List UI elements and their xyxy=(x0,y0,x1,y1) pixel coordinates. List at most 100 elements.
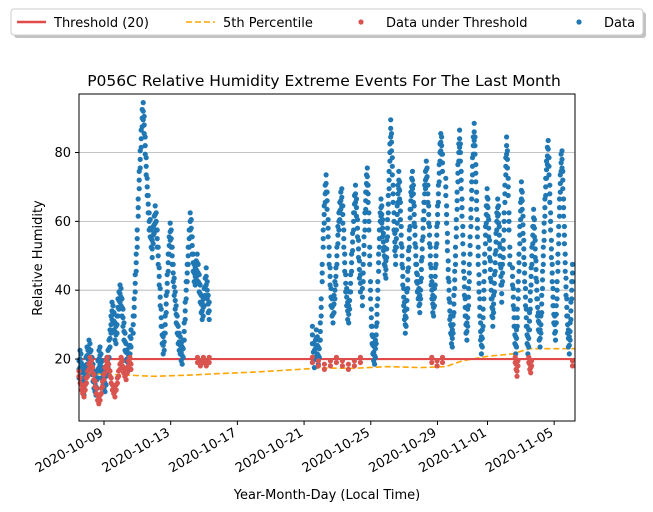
under-threshold-point xyxy=(112,394,118,400)
data-point xyxy=(131,313,137,319)
data-point xyxy=(398,232,404,238)
under-threshold-point xyxy=(526,354,532,360)
data-point xyxy=(538,330,544,336)
data-point xyxy=(451,292,457,298)
data-point xyxy=(188,217,194,223)
under-threshold-point xyxy=(113,387,119,393)
data-point xyxy=(548,210,554,216)
data-point xyxy=(324,206,330,212)
data-point xyxy=(182,316,188,323)
data-point xyxy=(367,244,373,250)
data-point xyxy=(482,260,488,266)
data-point xyxy=(473,162,479,168)
data-point xyxy=(340,211,346,218)
data-point xyxy=(319,279,325,285)
data-point xyxy=(461,268,467,274)
data-point xyxy=(465,323,471,329)
data-point xyxy=(142,134,148,140)
under-threshold-point xyxy=(529,363,535,369)
data-point xyxy=(120,315,126,321)
data-point xyxy=(569,296,575,302)
data-point xyxy=(388,117,394,123)
data-point xyxy=(457,141,463,147)
data-point xyxy=(452,285,458,292)
under-threshold-point xyxy=(206,359,212,366)
data-point xyxy=(457,158,463,164)
data-point xyxy=(420,225,426,231)
data-point xyxy=(446,287,452,293)
data-point xyxy=(204,279,210,285)
y-tick-label: 20 xyxy=(54,353,71,368)
data-point xyxy=(367,261,373,267)
data-point xyxy=(526,327,533,333)
data-point xyxy=(135,213,141,219)
under-threshold-point xyxy=(345,361,351,367)
under-threshold-point xyxy=(127,354,133,360)
data-point xyxy=(350,248,356,254)
data-point xyxy=(490,315,496,321)
data-point xyxy=(400,265,406,271)
data-point xyxy=(467,234,473,240)
data-point xyxy=(157,285,163,292)
data-point xyxy=(446,279,452,285)
data-point xyxy=(475,244,481,250)
data-point xyxy=(444,248,450,254)
data-point xyxy=(563,284,569,290)
data-point xyxy=(361,234,367,240)
data-point xyxy=(152,203,158,209)
data-point xyxy=(182,308,188,314)
data-point xyxy=(331,301,337,307)
data-point xyxy=(460,241,466,247)
data-point xyxy=(502,199,508,205)
data-point xyxy=(555,260,561,266)
data-point xyxy=(149,246,155,252)
data-point xyxy=(172,297,178,304)
data-point xyxy=(568,316,574,323)
x-tick-label: 2020-10-17 xyxy=(166,425,239,476)
data-point xyxy=(467,251,473,257)
data-point xyxy=(388,131,395,137)
data-point xyxy=(510,294,516,300)
data-point xyxy=(465,315,471,321)
under-threshold-point xyxy=(439,354,446,360)
y-axis-label: Relative Humidity xyxy=(31,200,46,316)
data-point xyxy=(78,351,84,357)
data-point xyxy=(134,236,140,242)
data-point xyxy=(541,220,547,226)
data-point xyxy=(118,285,124,292)
data-point xyxy=(561,205,567,211)
data-point xyxy=(516,251,522,257)
data-point xyxy=(95,375,101,381)
data-point xyxy=(439,134,445,140)
data-point xyxy=(324,198,330,204)
x-tick-label: 2020-10-13 xyxy=(100,425,173,476)
data-point xyxy=(465,294,472,300)
data-point xyxy=(451,301,457,307)
data-point xyxy=(467,242,473,249)
data-point xyxy=(87,341,93,347)
under-threshold-point xyxy=(116,373,122,379)
data-point xyxy=(385,192,391,199)
data-point xyxy=(380,225,386,231)
data-point xyxy=(556,232,562,238)
data-point xyxy=(184,270,190,276)
data-point xyxy=(499,291,505,297)
data-point xyxy=(194,251,200,257)
data-point xyxy=(380,230,386,236)
legend-under-threshold-marker xyxy=(358,19,364,25)
data-point xyxy=(549,279,555,285)
data-point xyxy=(405,285,411,292)
data-point xyxy=(354,225,361,231)
data-point xyxy=(474,225,480,231)
data-point xyxy=(521,237,527,243)
data-point xyxy=(501,227,507,233)
data-point xyxy=(532,237,538,243)
under-threshold-point xyxy=(429,354,435,360)
data-point xyxy=(439,151,446,157)
data-point xyxy=(452,268,458,274)
data-point xyxy=(478,351,484,357)
data-point xyxy=(406,244,412,250)
data-point xyxy=(554,279,560,285)
data-point xyxy=(360,279,366,285)
data-point xyxy=(444,203,450,209)
